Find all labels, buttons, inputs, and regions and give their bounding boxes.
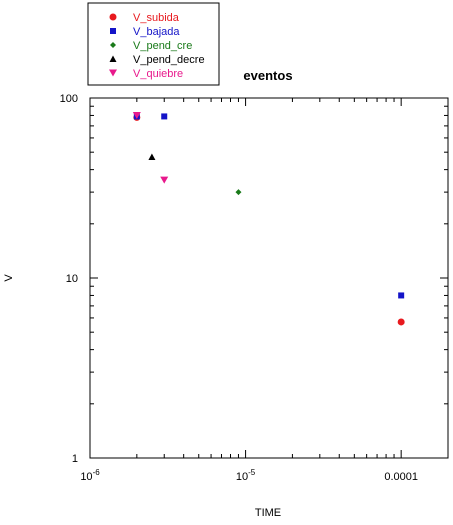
legend-marker [110, 42, 116, 48]
data-point [398, 292, 405, 299]
y-axis: 1 10 100 [60, 93, 448, 465]
chart-title: eventos [243, 68, 292, 83]
legend-marker [109, 69, 117, 77]
legend-marker [109, 55, 117, 62]
data-point [235, 189, 242, 196]
y-tick-label: 100 [60, 93, 78, 105]
x-tick-label: 10-5 [236, 468, 256, 483]
legend-label: V_subida [133, 12, 180, 24]
y-axis-label: V [3, 274, 15, 282]
x-tick-label: 0.0001 [384, 471, 418, 483]
y-tick-label: 1 [72, 453, 78, 465]
x-tick-label: 10-6 [80, 468, 100, 483]
plot-area [89, 97, 449, 459]
legend-label: V_pend_cre [133, 40, 192, 52]
legend-marker [110, 28, 116, 34]
legend-label: V_pend_decre [133, 54, 205, 66]
data-point [132, 111, 141, 119]
data-point [397, 318, 405, 326]
legend: V_subida V_bajada V_pend_cre V_pend_decre V_… [87, 2, 220, 86]
data-point [148, 153, 156, 161]
data-point [161, 113, 168, 120]
legend-label: V_bajada [133, 26, 180, 38]
legend-label: V_quiebre [133, 68, 183, 80]
data-point [160, 176, 169, 184]
data-points [132, 111, 405, 326]
legend-marker [109, 13, 117, 21]
y-tick-label: 10 [66, 273, 78, 285]
x-axis-label: TIME [255, 507, 281, 519]
x-axis: 10-6 10-5 0.0001 [80, 98, 449, 483]
